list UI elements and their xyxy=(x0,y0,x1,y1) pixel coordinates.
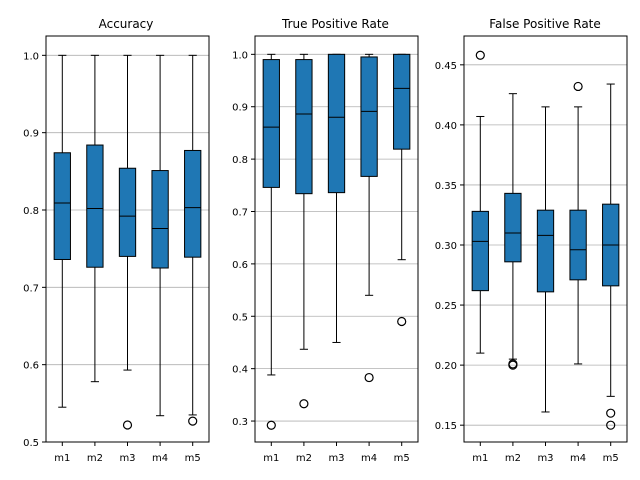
y-tick-label: 0.3 xyxy=(232,417,248,428)
y-tick-label: 1.0 xyxy=(232,50,248,61)
box-m2 xyxy=(86,54,104,383)
outlier-point xyxy=(606,420,616,430)
accuracy-panel: Accuracy 0.5 0.6 0.7 0.8 0.9 1.0 m1 m2 m3 m4 m5 xyxy=(23,17,210,464)
x-tick-label: m2 xyxy=(87,453,103,464)
panel-title: True Positive Rate xyxy=(281,17,389,31)
y-tick-label: 0.8 xyxy=(232,155,248,166)
panel-title: False Positive Rate xyxy=(489,17,601,31)
box-iqr xyxy=(569,209,587,281)
box-iqr xyxy=(471,210,489,292)
y-tick-label: 0.40 xyxy=(435,121,457,132)
y-tick-label: 0.7 xyxy=(23,283,39,294)
box-iqr xyxy=(86,144,104,268)
y-axis: 0.3 0.4 0.5 0.6 0.7 0.8 0.9 1.0 xyxy=(232,50,255,428)
y-tick-label: 1.0 xyxy=(23,51,39,62)
y-tick-label: 0.45 xyxy=(435,61,457,72)
x-axis: m1 m2 m3 m4 m5 xyxy=(54,442,201,464)
box-m5 xyxy=(393,53,411,327)
box-m3 xyxy=(118,54,137,430)
box-iqr xyxy=(327,53,346,194)
box-m3 xyxy=(327,53,346,343)
y-tick-label: 0.4 xyxy=(232,365,248,376)
true-positive-rate-panel: True Positive Rate 0.3 0.4 0.5 0.6 0.7 0.8 0.9… xyxy=(232,17,419,464)
box-iqr xyxy=(393,53,411,150)
x-tick-label: m1 xyxy=(54,453,70,464)
outlier-point xyxy=(266,420,276,430)
box-m2 xyxy=(504,93,522,370)
box-m1 xyxy=(53,54,71,408)
outlier-point xyxy=(364,372,374,383)
box-iqr xyxy=(262,59,280,188)
box-iqr xyxy=(504,192,522,263)
y-tick-label: 0.6 xyxy=(232,260,248,271)
y-tick-label: 0.9 xyxy=(23,129,39,140)
box-iqr xyxy=(151,170,169,269)
box-m4 xyxy=(151,54,169,417)
outlier-point xyxy=(508,359,518,369)
x-tick-label: m4 xyxy=(152,453,168,464)
y-tick-label: 0.15 xyxy=(435,421,457,432)
box-m1 xyxy=(471,50,489,354)
box-m1 xyxy=(262,53,280,430)
outlier-point xyxy=(606,408,616,418)
x-tick-label: m4 xyxy=(570,453,586,464)
y-tick-label: 0.9 xyxy=(232,103,248,114)
box-iqr xyxy=(184,149,202,258)
x-tick-label: m1 xyxy=(263,453,279,464)
y-tick-label: 0.5 xyxy=(232,312,248,323)
y-tick-label: 0.35 xyxy=(435,181,457,192)
y-tick-label: 0.30 xyxy=(435,241,457,252)
box-m3 xyxy=(536,106,555,413)
y-tick-label: 0.5 xyxy=(23,438,39,449)
box-iqr xyxy=(360,56,378,177)
outlier-point xyxy=(188,416,198,426)
box-m5 xyxy=(602,83,620,430)
outlier-point xyxy=(573,81,583,92)
x-axis: m1 m2 m3 m4 m5 xyxy=(263,442,410,464)
x-tick-label: m3 xyxy=(328,453,344,464)
x-axis: m1 m2 m3 m4 m5 xyxy=(472,442,619,464)
box-m5 xyxy=(184,54,202,426)
x-tick-label: m2 xyxy=(505,453,521,464)
x-tick-label: m3 xyxy=(537,453,553,464)
box-iqr xyxy=(536,209,555,293)
y-axis: 0.15 0.20 0.25 0.30 0.35 0.40 0.45 xyxy=(435,61,464,432)
false-positive-rate-panel: False Positive Rate 0.15 0.20 0.25 0.30 0.35… xyxy=(435,17,628,464)
x-tick-label: m3 xyxy=(119,453,135,464)
x-tick-label: m5 xyxy=(603,453,619,464)
box-m4 xyxy=(360,53,378,383)
x-tick-label: m4 xyxy=(361,453,377,464)
box-iqr xyxy=(118,167,137,257)
panel-title: Accuracy xyxy=(99,17,154,31)
y-axis: 0.5 0.6 0.7 0.8 0.9 1.0 xyxy=(23,51,46,449)
x-tick-label: m5 xyxy=(394,453,410,464)
box-iqr xyxy=(295,59,313,195)
y-tick-label: 0.20 xyxy=(435,361,457,372)
y-tick-label: 0.7 xyxy=(232,207,248,218)
outlier-point xyxy=(122,420,133,430)
y-tick-label: 0.6 xyxy=(23,361,39,372)
x-tick-label: m5 xyxy=(185,453,201,464)
x-tick-label: m2 xyxy=(296,453,312,464)
outlier-point xyxy=(299,399,309,409)
box-m4 xyxy=(569,81,587,365)
outlier-point xyxy=(397,316,407,327)
box-iqr xyxy=(53,152,71,260)
box-m2 xyxy=(295,53,313,409)
y-tick-label: 0.25 xyxy=(435,301,457,312)
outlier-point xyxy=(475,50,485,60)
y-tick-label: 0.8 xyxy=(23,206,39,217)
x-tick-label: m1 xyxy=(472,453,488,464)
